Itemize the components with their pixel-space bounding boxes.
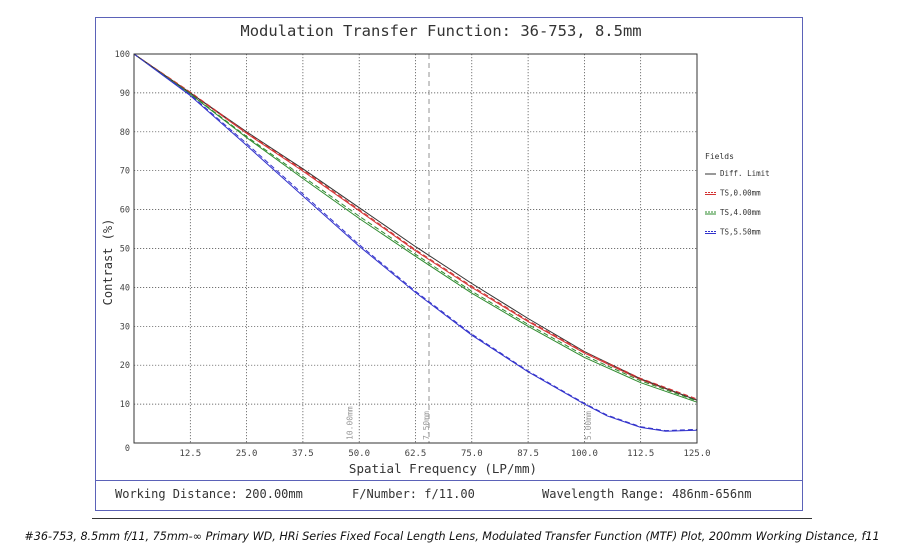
x-tick-label: 25.0 bbox=[236, 449, 258, 459]
x-tick-label: 50.0 bbox=[348, 449, 370, 459]
chart-frame bbox=[95, 17, 803, 511]
y-tick-label: 90 bbox=[120, 89, 130, 99]
figure-caption: #36-753, 8.5mm f/11, 75mm-∞ Primary WD, … bbox=[24, 530, 880, 543]
wavelength-range: Wavelength Range: 486nm-656nm bbox=[542, 487, 752, 501]
series-line bbox=[133, 53, 698, 432]
y-tick-label: 50 bbox=[120, 245, 130, 255]
series-line-solid bbox=[133, 53, 698, 401]
y-tick-label: 10 bbox=[120, 400, 130, 410]
x-tick-label: 75.0 bbox=[461, 449, 483, 459]
x-tick-label: 37.5 bbox=[292, 449, 314, 459]
caption-rule bbox=[92, 518, 812, 519]
legend-entry: TS,5.50mm bbox=[720, 228, 761, 237]
series-line-solid bbox=[133, 53, 698, 432]
x-tick-label: 87.5 bbox=[517, 449, 539, 459]
y-axis-label: Contrast (%) bbox=[101, 219, 115, 306]
chart-title: Modulation Transfer Function: 36-753, 8.… bbox=[240, 22, 641, 40]
x-tick-label: 12.5 bbox=[179, 449, 201, 459]
x-tick-label: 100.0 bbox=[571, 449, 598, 459]
legend-entry: TS,4.00mm bbox=[720, 208, 761, 217]
field-annotation-label: 10.00mm bbox=[345, 406, 354, 440]
series-layer bbox=[133, 53, 698, 432]
legend-entry: TS,0.00mm bbox=[720, 189, 761, 198]
x-tick-label: 125.0 bbox=[683, 449, 710, 459]
info-divider bbox=[95, 480, 803, 481]
field-annotation-label: 5.00mm bbox=[584, 411, 593, 440]
x-tick-label: 62.5 bbox=[405, 449, 427, 459]
legend-entry: Diff. Limit bbox=[720, 169, 770, 178]
plot-border bbox=[133, 53, 698, 444]
working-distance: Working Distance: 200.00mm bbox=[115, 487, 303, 501]
y-tick-label: 70 bbox=[120, 167, 130, 177]
x-tick-label: 112.5 bbox=[627, 449, 654, 459]
y-tick-label: 80 bbox=[120, 128, 130, 138]
x-axis-label: Spatial Frequency (LP/mm) bbox=[349, 461, 537, 476]
field-annotation-label: 7.50mm bbox=[422, 411, 431, 440]
y-tick-label: 0 bbox=[125, 444, 130, 454]
y-tick-label: 20 bbox=[120, 361, 130, 371]
y-tick-label: 100 bbox=[115, 50, 130, 60]
series-line-solid bbox=[133, 53, 698, 403]
series-line bbox=[133, 53, 698, 402]
f-number: F/Number: f/11.00 bbox=[352, 487, 475, 501]
y-tick-label: 60 bbox=[120, 206, 130, 216]
legend-title: Fields bbox=[705, 152, 734, 161]
tick-labels: 12.5 25.0 37.5 50.0 62.5 75.0 87.5 100.0 112.5 12… bbox=[115, 50, 711, 459]
y-tick-label: 30 bbox=[120, 322, 130, 332]
series-line bbox=[133, 53, 698, 400]
annotations: 10.00mm 7.50mm 5.00mm bbox=[345, 54, 593, 443]
y-tick-label: 40 bbox=[120, 283, 130, 293]
legend: Fields Diff. Limit TS,0.00mm TS,4.00mm TS,5… bbox=[705, 152, 770, 237]
